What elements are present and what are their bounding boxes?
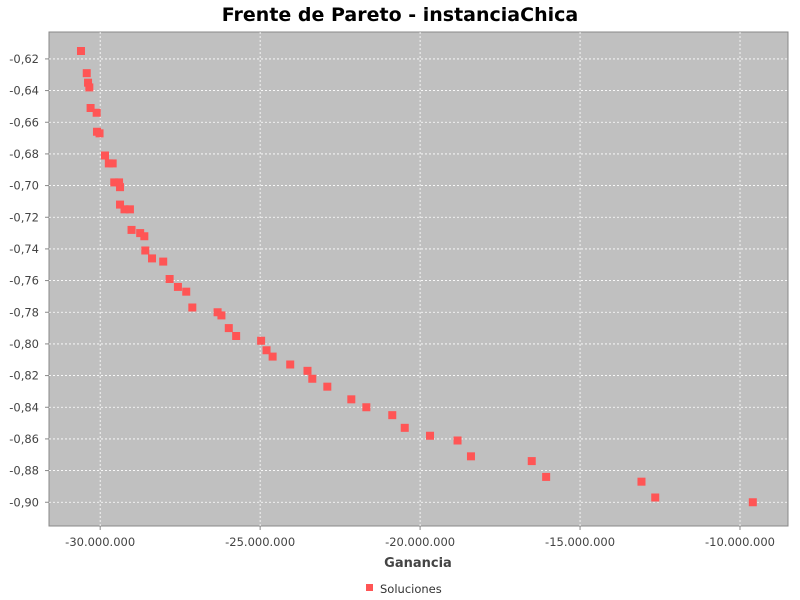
data-point <box>400 423 409 432</box>
data-point <box>116 183 125 192</box>
legend-label-soluciones: Soluciones <box>380 582 442 596</box>
grid-lines <box>49 32 788 526</box>
x-tick-label: -15.000.000 <box>545 535 615 549</box>
data-point <box>303 366 312 375</box>
y-tick-label: -0,84 <box>9 400 39 414</box>
plot-area <box>48 31 789 527</box>
y-tick-label: -0,64 <box>9 84 39 98</box>
x-axis-label: Ganancia <box>384 556 452 571</box>
data-point <box>173 282 182 291</box>
data-point <box>148 254 157 263</box>
data-point <box>286 360 295 369</box>
data-point <box>108 159 117 168</box>
data-point <box>308 374 317 383</box>
data-point <box>165 275 174 283</box>
data-point <box>217 311 226 320</box>
data-point <box>182 287 191 296</box>
y-tick-label: -0,86 <box>9 432 39 446</box>
data-point <box>125 205 134 214</box>
data-point <box>542 472 551 481</box>
data-point <box>127 225 136 234</box>
y-tick-label: -0,70 <box>9 179 39 193</box>
x-tick-label: -10.000.000 <box>705 535 775 549</box>
data-point <box>76 47 85 55</box>
data-point <box>110 178 119 187</box>
chart-title: Frente de Pareto - instanciaChica <box>222 4 578 26</box>
data-point <box>651 493 660 502</box>
data-point <box>95 129 104 138</box>
y-tick-label: -0,88 <box>9 464 39 478</box>
data-point <box>100 151 109 160</box>
data-point <box>527 457 536 466</box>
data-point <box>86 104 95 112</box>
data-point <box>257 336 266 345</box>
data-point <box>637 477 646 486</box>
x-tick-label: -25.000.000 <box>225 535 295 549</box>
x-tick-label: -20.000.000 <box>385 535 455 549</box>
data-point <box>188 303 197 312</box>
data-point <box>262 346 271 355</box>
legend: Soluciones <box>366 582 442 596</box>
data-point <box>268 352 277 361</box>
data-point <box>362 403 371 412</box>
data-point <box>388 411 397 420</box>
data-point <box>347 395 356 404</box>
data-point <box>136 229 145 238</box>
data-point <box>82 69 91 78</box>
x-axis: -30.000.000 -25.000.000 -20.000.000 -15.000… <box>65 526 775 549</box>
y-axis: -0,62 -0,64 -0,66 -0,68 -0,70 -0,72 -0,74 -0,76… <box>9 52 49 509</box>
data-point <box>92 108 101 117</box>
y-tick-label: -0,66 <box>9 115 39 129</box>
legend-marker <box>366 584 373 591</box>
data-point <box>116 200 125 209</box>
data-point <box>224 324 233 333</box>
data-point <box>748 498 757 507</box>
data-point <box>323 382 332 391</box>
y-tick-label: -0,90 <box>9 495 39 509</box>
y-tick-label: -0,78 <box>9 305 39 319</box>
y-tick-label: -0,80 <box>9 337 39 351</box>
data-point <box>141 246 150 255</box>
data-point <box>85 83 94 92</box>
data-point <box>426 431 435 440</box>
data-point <box>466 452 475 461</box>
data-point <box>140 232 149 241</box>
data-point <box>115 178 124 187</box>
y-tick-label: -0,62 <box>9 52 39 66</box>
data-point <box>232 332 241 340</box>
data-points <box>76 47 757 507</box>
y-tick-label: -0,76 <box>9 274 39 288</box>
data-point <box>453 436 462 445</box>
data-point <box>84 78 93 87</box>
y-tick-label: -0,72 <box>9 210 39 224</box>
x-tick-label: -30.000.000 <box>65 535 135 549</box>
y-tick-label: -0,74 <box>9 242 39 256</box>
y-tick-label: -0,82 <box>9 369 39 383</box>
y-tick-label: -0,68 <box>9 147 39 161</box>
data-point <box>159 257 168 266</box>
data-point <box>120 205 129 214</box>
